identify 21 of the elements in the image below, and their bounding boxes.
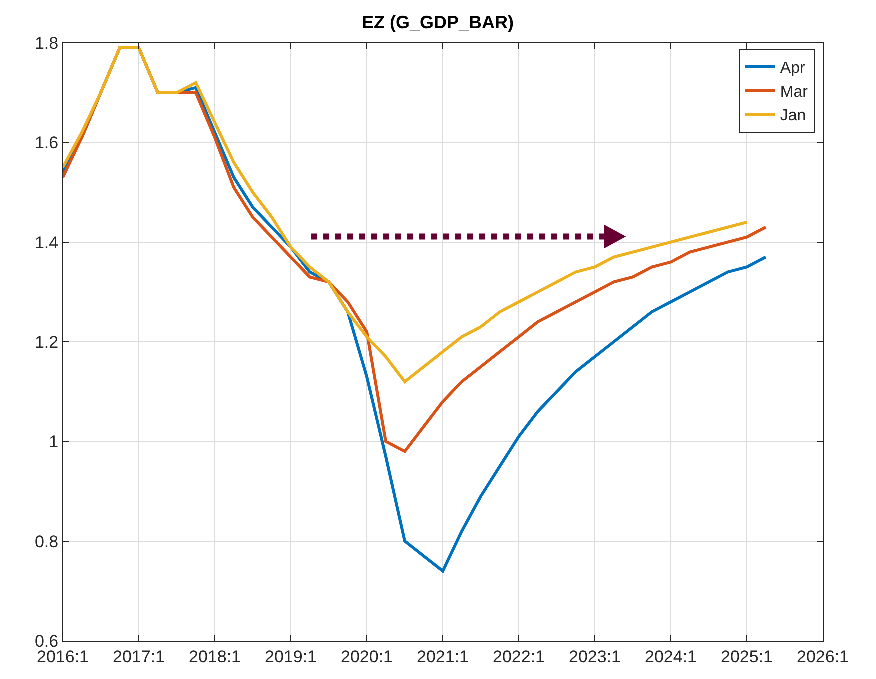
chart-title: EZ (G_GDP_BAR) <box>362 12 514 32</box>
y-tick-label: 1.2 <box>34 332 59 352</box>
y-tick-label: 1.8 <box>34 34 59 53</box>
legend-label: Jan <box>780 108 806 125</box>
x-tick-label: 2023:1 <box>569 647 621 666</box>
x-tick-label: 2021:1 <box>417 647 469 666</box>
legend-label: Apr <box>780 60 806 78</box>
y-tick-label: 1 <box>49 432 59 452</box>
legend-label: Mar <box>780 84 809 101</box>
line-series <box>63 46 748 384</box>
x-tick-label: 2025:1 <box>721 647 773 666</box>
y-tick-label: 0.8 <box>34 532 59 552</box>
y-tick-label: 1.4 <box>34 233 59 252</box>
x-tick-label: 2024:1 <box>645 647 697 666</box>
x-tick-label: 2018:1 <box>189 647 241 666</box>
x-tick-label: 2026:1 <box>797 647 849 666</box>
x-tick-label: 2022:1 <box>493 647 545 666</box>
x-tick-label: 2020:1 <box>341 647 393 666</box>
x-tick-label: 2019:1 <box>265 647 317 666</box>
x-tick-label: 2017:1 <box>113 647 165 666</box>
y-tick-label: 1.6 <box>34 134 59 153</box>
